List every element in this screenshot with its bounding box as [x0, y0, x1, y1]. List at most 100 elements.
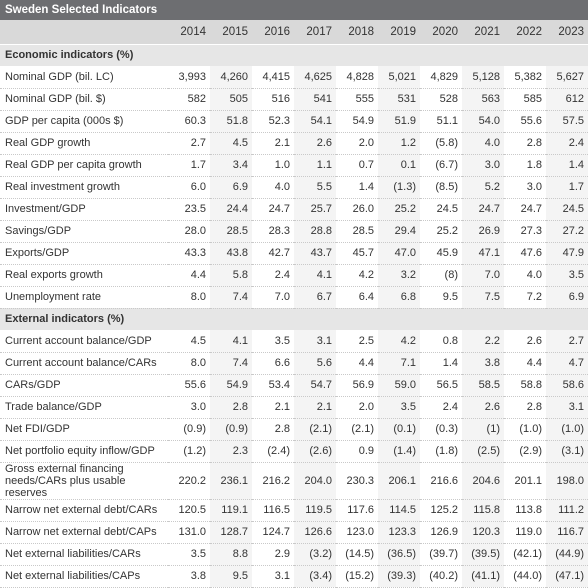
value-cell: 0.8 [420, 330, 462, 353]
value-cell: 4.4 [336, 352, 378, 375]
table-row: Narrow net external debt/CAPs 131.0 128.7 1… [0, 521, 588, 544]
section-header-row: Economic indicators (%) [0, 44, 588, 66]
value-cell: 1.4 [420, 352, 462, 375]
value-cell: 54.7 [294, 374, 336, 397]
value-cell: 1.4 [336, 176, 378, 199]
value-cell: 25.2 [378, 198, 420, 221]
value-cell: (39.3) [378, 565, 420, 588]
row-label: Narrow net external debt/CARs [0, 499, 168, 522]
value-cell: (44.9) [546, 543, 588, 566]
value-cell: (2.9) [504, 440, 546, 463]
value-cell: 7.5 [462, 286, 504, 309]
value-cell: 236.1 [210, 462, 252, 500]
value-cell: (1.2) [168, 440, 210, 463]
value-cell: 47.1 [462, 242, 504, 265]
value-cell: (1.3) [378, 176, 420, 199]
value-cell: 1.7 [168, 154, 210, 177]
value-cell: 126.9 [420, 521, 462, 544]
value-cell: 4.0 [504, 264, 546, 287]
year-header: 2014 2015 2016 2017 2018 2019 2020 2021 2022 2023 [0, 20, 588, 45]
value-cell: 1.8 [504, 154, 546, 177]
row-label: Real investment growth [0, 176, 168, 199]
year-header-cell: 2022 [504, 20, 546, 45]
value-cell: 28.0 [168, 220, 210, 243]
value-cell: 1.2 [378, 132, 420, 155]
section-header-row: External indicators (%) [0, 308, 588, 330]
value-cell: (8) [420, 264, 462, 287]
table-row: Gross external financing needs/CARs plus… [0, 462, 588, 500]
value-cell: 4,260 [210, 66, 252, 89]
row-label: GDP per capita (000s $) [0, 110, 168, 133]
value-cell: 0.7 [336, 154, 378, 177]
value-cell: 2.8 [504, 396, 546, 419]
value-cell: 111.2 [546, 499, 588, 522]
value-cell: 115.8 [462, 499, 504, 522]
value-cell: 6.8 [378, 286, 420, 309]
value-cell: (6.7) [420, 154, 462, 177]
value-cell: 4.5 [210, 132, 252, 155]
value-cell: 541 [294, 88, 336, 111]
value-cell: 2.7 [168, 132, 210, 155]
row-label: Real GDP growth [0, 132, 168, 155]
value-cell: 3.0 [504, 176, 546, 199]
value-cell: 53.4 [252, 374, 294, 397]
value-cell: (5.8) [420, 132, 462, 155]
table-row: Trade balance/GDP 3.0 2.8 2.1 2.1 2.0 3.5 2.4 2.… [0, 396, 588, 419]
row-label: Investment/GDP [0, 198, 168, 221]
value-cell: 3.5 [168, 543, 210, 566]
value-cell: 128.7 [210, 521, 252, 544]
row-label: Net external liabilities/CAPs [0, 565, 168, 588]
value-cell: 4.2 [378, 330, 420, 353]
value-cell: 3.1 [546, 396, 588, 419]
table-row: Net portfolio equity inflow/GDP (1.2) 2.3(… [0, 440, 588, 463]
value-cell: 116.5 [252, 499, 294, 522]
value-cell: 120.5 [168, 499, 210, 522]
value-cell: 216.6 [420, 462, 462, 500]
value-cell: 45.9 [420, 242, 462, 265]
value-cell: 4.4 [504, 352, 546, 375]
table-row: Investment/GDP 23.5 24.4 24.7 25.7 26.0 25.2 24… [0, 198, 588, 221]
value-cell: 4.0 [252, 176, 294, 199]
value-cell: (1.0) [546, 418, 588, 441]
value-cell: (39.5) [462, 543, 504, 566]
value-cell: 54.0 [462, 110, 504, 133]
row-label: Current account balance/GDP [0, 330, 168, 353]
year-header-cell: 2014 [168, 20, 210, 45]
table-title: Sweden Selected Indicators [0, 0, 588, 20]
value-cell: (2.5) [462, 440, 504, 463]
value-cell: 52.3 [252, 110, 294, 133]
value-cell: 582 [168, 88, 210, 111]
value-cell: 5.8 [210, 264, 252, 287]
value-cell: 57.5 [546, 110, 588, 133]
value-cell: 24.7 [504, 198, 546, 221]
value-cell: 7.0 [462, 264, 504, 287]
value-cell: (2.6) [294, 440, 336, 463]
year-header-cell: 2016 [252, 20, 294, 45]
year-header-cell: 2015 [210, 20, 252, 45]
table-row: Real exports growth 4.4 5.8 2.4 4.1 4.2 3.2 (8)… [0, 264, 588, 287]
row-label: Narrow net external debt/CAPs [0, 521, 168, 544]
value-cell: 198.0 [546, 462, 588, 500]
value-cell: (0.9) [210, 418, 252, 441]
value-cell: 4.0 [462, 132, 504, 155]
value-cell: 6.9 [546, 286, 588, 309]
value-cell: (1.4) [378, 440, 420, 463]
value-cell: 7.4 [210, 352, 252, 375]
value-cell: 2.4 [546, 132, 588, 155]
value-cell: 4,415 [252, 66, 294, 89]
value-cell: 2.4 [252, 264, 294, 287]
value-cell: 7.4 [210, 286, 252, 309]
value-cell: 5.2 [462, 176, 504, 199]
value-cell: 3.5 [378, 396, 420, 419]
value-cell: (2.4) [252, 440, 294, 463]
value-cell: 585 [504, 88, 546, 111]
value-cell: 58.6 [546, 374, 588, 397]
year-header-cell: 2017 [294, 20, 336, 45]
value-cell: 2.1 [252, 132, 294, 155]
value-cell: 9.5 [420, 286, 462, 309]
value-cell: 124.7 [252, 521, 294, 544]
value-cell: 45.7 [336, 242, 378, 265]
value-cell: 1.4 [546, 154, 588, 177]
value-cell: 131.0 [168, 521, 210, 544]
value-cell: 0.9 [336, 440, 378, 463]
